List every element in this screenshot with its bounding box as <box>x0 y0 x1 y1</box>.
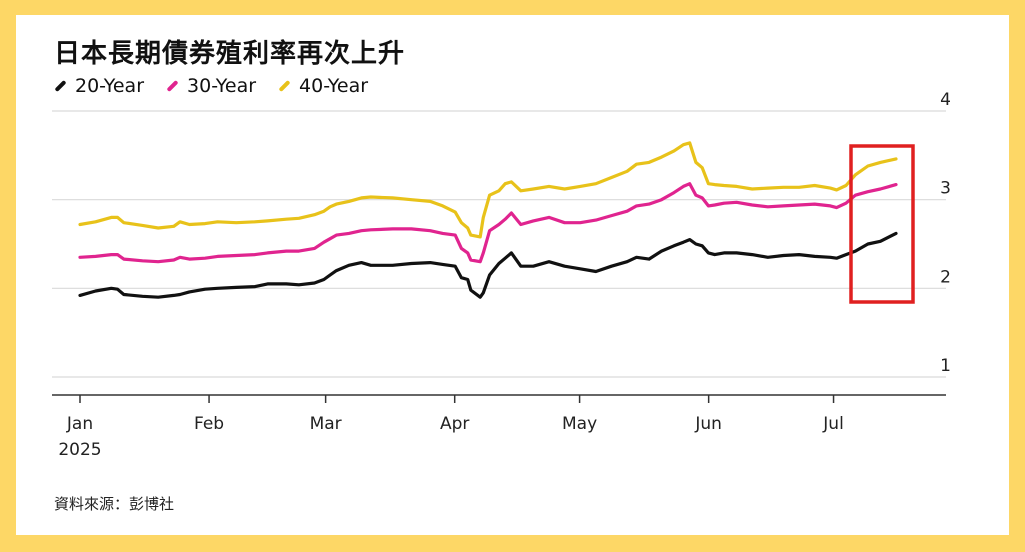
series-line-30-year <box>78 182 898 264</box>
series-line-40-year <box>78 141 898 239</box>
y-tick-label-3: 3 <box>940 179 951 199</box>
x-tick-label-jul: Jul <box>822 414 844 434</box>
source-note: 資料來源：彭博社 <box>54 495 175 513</box>
x-tick-label-may: May <box>562 414 597 434</box>
x-tick-label-feb: Feb <box>194 414 224 434</box>
line-chart: 1 2 3 4 Jan Feb Mar Apr May Jun Jul 2025 <box>52 90 951 460</box>
legend-label-30-year: 30-Year <box>187 75 257 97</box>
legend-label-40-year: 40-Year <box>299 75 369 97</box>
x-tick-label-jun: Jun <box>694 414 722 434</box>
legend-label-20-year: 20-Year <box>75 75 145 97</box>
chart-card: 日本長期債券殖利率再次上升 20-Year 30-Year 40-Year 1 2… <box>16 15 1009 535</box>
y-tick-label-2: 2 <box>940 267 951 287</box>
highlight-box <box>849 144 915 304</box>
x-tick-label-mar: Mar <box>310 414 342 434</box>
x-year-label: 2025 <box>58 440 101 460</box>
legend-item-30-year: 30-Year <box>166 75 256 97</box>
x-tick-label-jan: Jan <box>66 414 93 434</box>
x-tick-label-apr: Apr <box>440 414 469 434</box>
series-line-20-year <box>78 231 898 299</box>
chart-title: 日本長期債券殖利率再次上升 <box>54 39 406 69</box>
y-tick-label-4: 4 <box>940 90 951 110</box>
chart-legend: 20-Year 30-Year 40-Year <box>54 75 368 97</box>
y-tick-label-1: 1 <box>940 356 951 376</box>
legend-item-20-year: 20-Year <box>54 75 144 97</box>
legend-item-40-year: 40-Year <box>278 75 368 97</box>
